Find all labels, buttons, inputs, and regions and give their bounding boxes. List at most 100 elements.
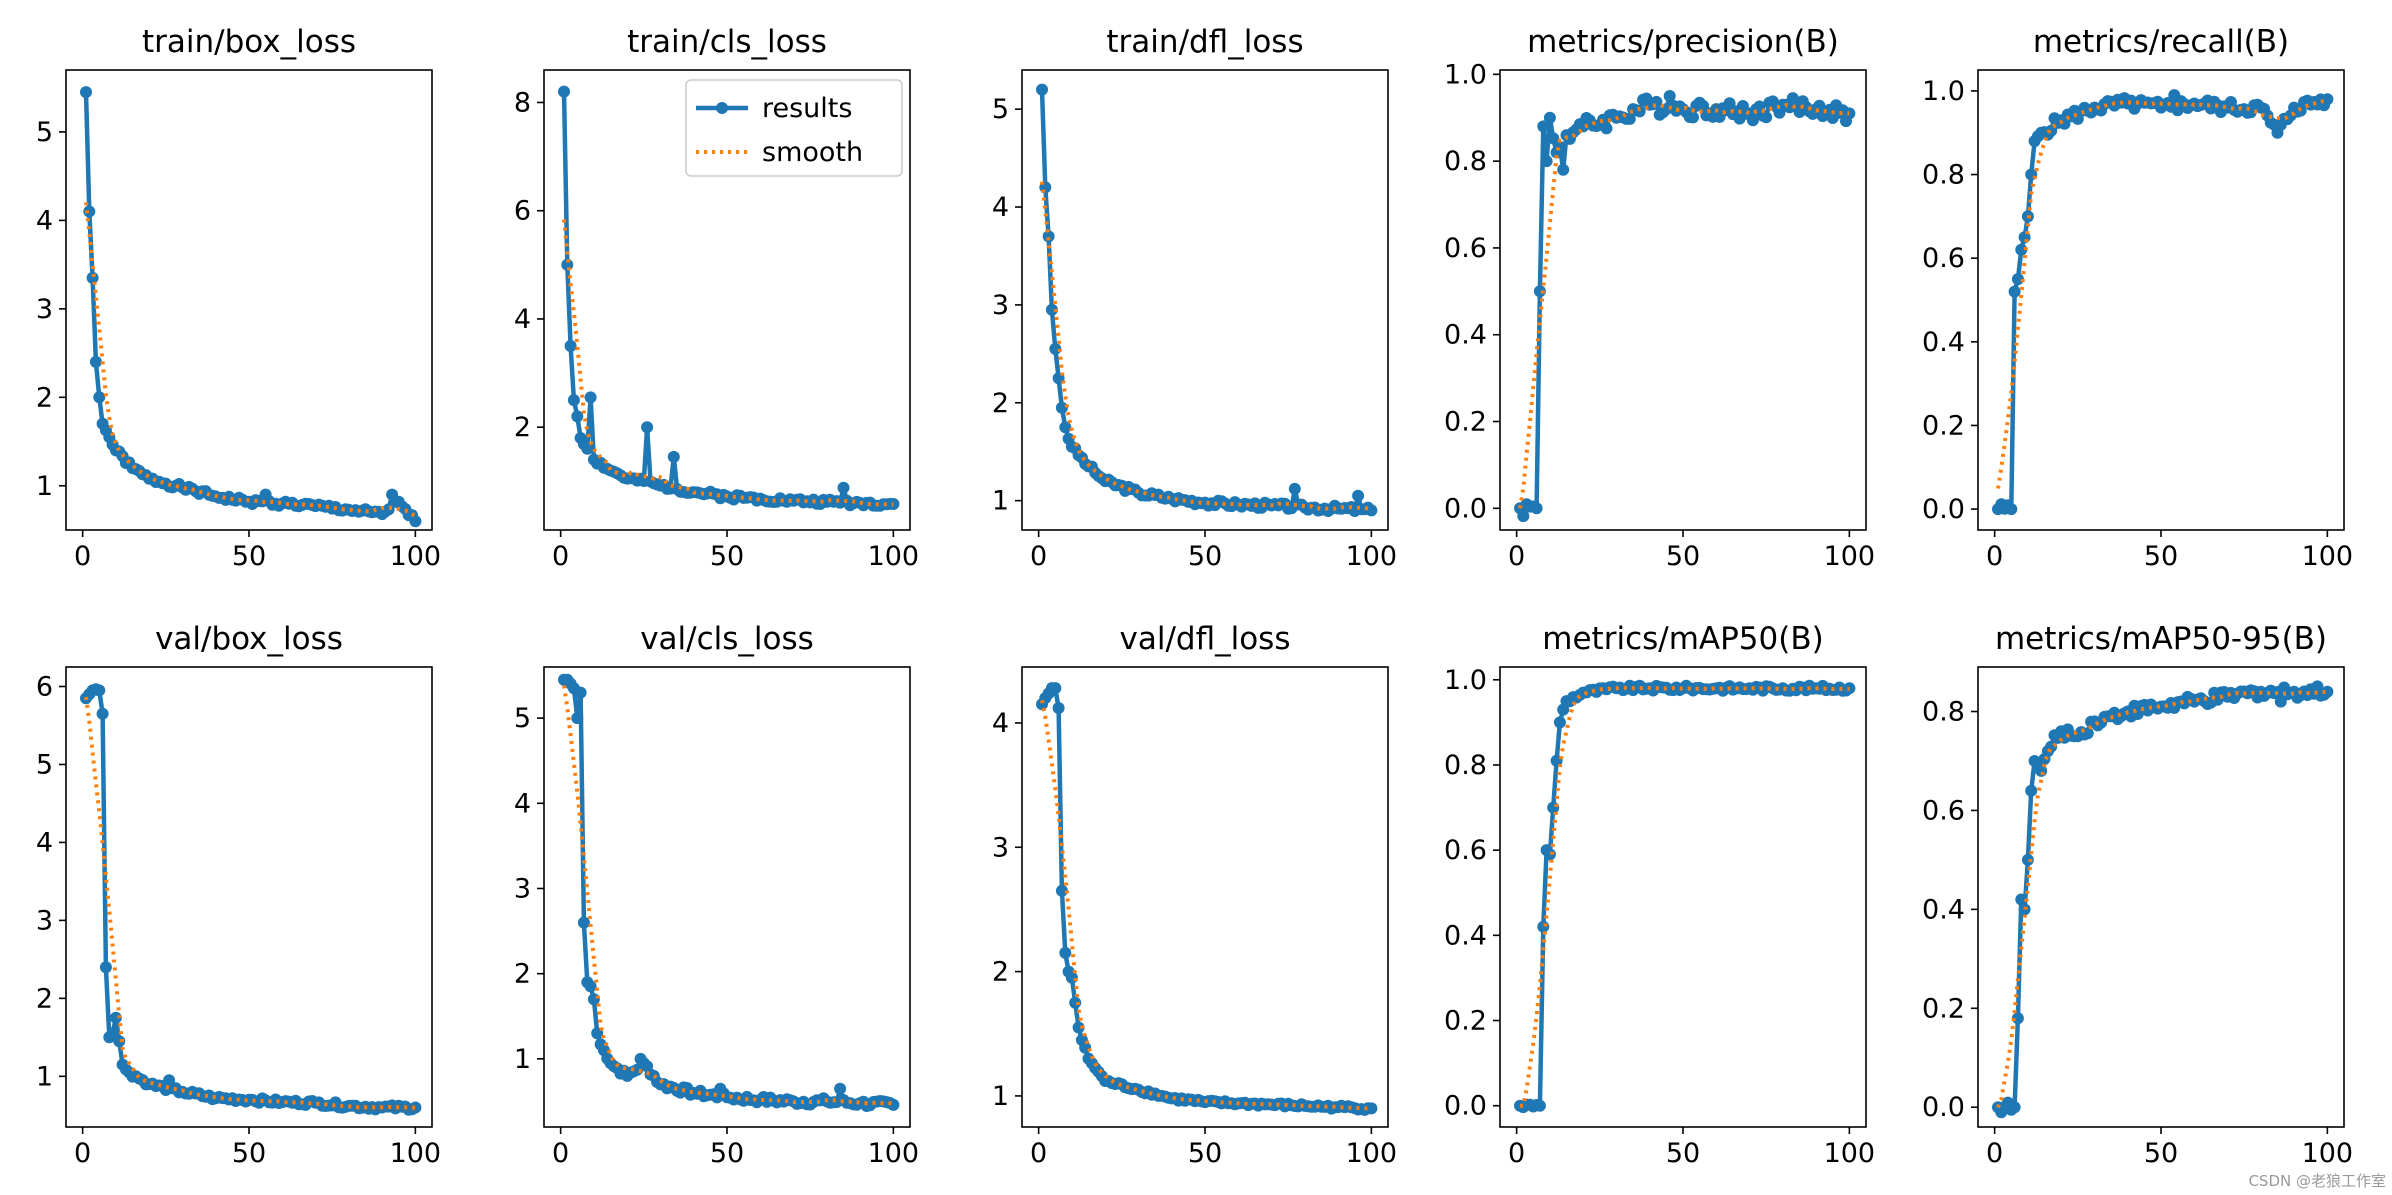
y-tick-label: 1.0 (1444, 665, 1487, 696)
y-tick-label: 4 (992, 708, 1009, 739)
y-tick-label: 0.2 (1922, 993, 1965, 1024)
chart-title: train/dfl_loss (1106, 24, 1303, 60)
results-point (1365, 1102, 1378, 1115)
results-point (837, 481, 850, 494)
y-tick-label: 4 (514, 788, 531, 819)
results-point (2021, 853, 2034, 866)
results-point (1365, 504, 1378, 517)
y-tick-label: 0.2 (1444, 407, 1487, 438)
results-point (1079, 1041, 1092, 1054)
axes-frame (543, 666, 911, 1128)
y-tick-label: 3 (36, 294, 53, 325)
results-point (2081, 727, 2094, 740)
y-tick-label: 0.6 (1444, 233, 1487, 264)
results-point (1543, 848, 1556, 861)
chart-title: metrics/recall(B) (2033, 24, 2289, 60)
y-tick-label: 0.6 (1922, 243, 1965, 274)
results-line (1040, 685, 1372, 1113)
y-tick-label: 0.0 (1444, 493, 1487, 524)
results-point (584, 391, 597, 404)
y-tick-label: 3 (992, 290, 1009, 321)
chart-title: metrics/mAP50(B) (1542, 621, 1823, 657)
y-tick-label: 4 (36, 205, 53, 236)
smooth-line (1040, 699, 1372, 1111)
x-tick-label: 50 (232, 541, 266, 572)
y-tick-label: 1 (992, 486, 1009, 517)
results-point (887, 498, 900, 510)
y-tick-label: 1 (36, 471, 53, 502)
results-line (1996, 92, 2330, 512)
legend: results smooth (685, 79, 903, 177)
results-point (1059, 421, 1072, 434)
results-point (1723, 97, 1736, 110)
chart-title: val/box_loss (155, 621, 343, 657)
y-tick-label: 2 (992, 388, 1009, 419)
chart-svg: train/dfl_loss 0 50 100 1 2 3 4 5 (992, 24, 1397, 572)
results-point (1049, 682, 1062, 695)
watermark: CSDN @老狼工作室 (2248, 1172, 2386, 1190)
results-point (1530, 502, 1543, 515)
results-point (2011, 273, 2024, 286)
results-point (2321, 93, 2334, 106)
x-tick-label: 50 (1188, 541, 1222, 572)
results-point (1055, 884, 1068, 897)
results-point (1052, 702, 1065, 714)
chart-panel-9: metrics/mAP50(B) 0 50 100 0.0 0.2 0.4 0.6 0.8 1.0 (1434, 597, 1912, 1194)
x-tick-label: 100 (868, 541, 920, 572)
smooth-line (1996, 99, 2328, 489)
x-tick-label: 0 (1986, 1138, 2003, 1169)
results-point (571, 410, 584, 423)
x-tick-label: 50 (1666, 541, 1700, 572)
x-tick-label: 50 (1666, 1138, 1700, 1169)
chart-title: train/box_loss (142, 24, 356, 60)
chart-panel-10: metrics/mAP50-95(B) 0 50 100 0.0 0.2 0.4 0.6 0.8 (1912, 597, 2390, 1194)
results-point (2321, 685, 2334, 698)
results-point (1540, 155, 1553, 168)
y-tick-label: 0.8 (1444, 146, 1487, 177)
results-point (1352, 489, 1365, 502)
x-tick-label: 50 (2144, 541, 2178, 572)
y-tick-label: 5 (36, 117, 53, 148)
y-tick-label: 1.0 (1922, 76, 1965, 107)
results-point (581, 442, 594, 455)
y-tick-label: 3 (514, 873, 531, 904)
chart-svg: metrics/mAP50(B) 0 50 100 0.0 0.2 0.4 0.6 0.8 1.0 (1444, 621, 1875, 1169)
smooth-line (1040, 181, 1372, 511)
chart-svg: train/cls_loss 0 50 100 2 4 6 8 results smooth (514, 24, 920, 572)
results-point (1045, 303, 1058, 316)
results-point (1547, 132, 1560, 145)
y-tick-label: 2 (514, 412, 531, 443)
results-point (1055, 401, 1068, 414)
x-tick-label: 100 (2302, 1138, 2354, 1169)
y-tick-label: 0.8 (1922, 160, 1965, 191)
y-tick-label: 0.4 (1922, 327, 1965, 358)
x-tick-label: 50 (232, 1138, 266, 1169)
results-point (1557, 163, 1570, 176)
y-tick-label: 5 (514, 703, 531, 734)
legend-results-label: results (762, 93, 852, 124)
results-point (1543, 111, 1556, 124)
chart-panel-3: train/dfl_loss 0 50 100 1 2 3 4 5 (956, 0, 1434, 597)
results-point (1746, 114, 1759, 127)
smooth-line (84, 202, 417, 518)
results-point (2005, 503, 2018, 516)
y-tick-label: 2 (36, 983, 53, 1014)
smooth-line (562, 219, 894, 507)
results-point (1687, 111, 1699, 124)
y-tick-label: 2 (514, 959, 531, 990)
results-point (409, 515, 422, 528)
chart-panel-6: val/box_loss 0 50 100 1 2 3 4 5 6 (0, 597, 478, 1194)
axes-frame (1021, 666, 1389, 1128)
results-point (584, 980, 597, 993)
x-tick-label: 100 (1824, 541, 1876, 572)
results-point (1760, 111, 1773, 124)
results-point (564, 340, 577, 352)
results-point (1533, 285, 1546, 298)
x-tick-label: 50 (1188, 1138, 1222, 1169)
x-tick-label: 100 (390, 541, 442, 572)
results-point (1042, 230, 1055, 243)
results-point (1547, 801, 1560, 814)
x-tick-label: 50 (710, 541, 744, 572)
results-point (1650, 95, 1663, 108)
